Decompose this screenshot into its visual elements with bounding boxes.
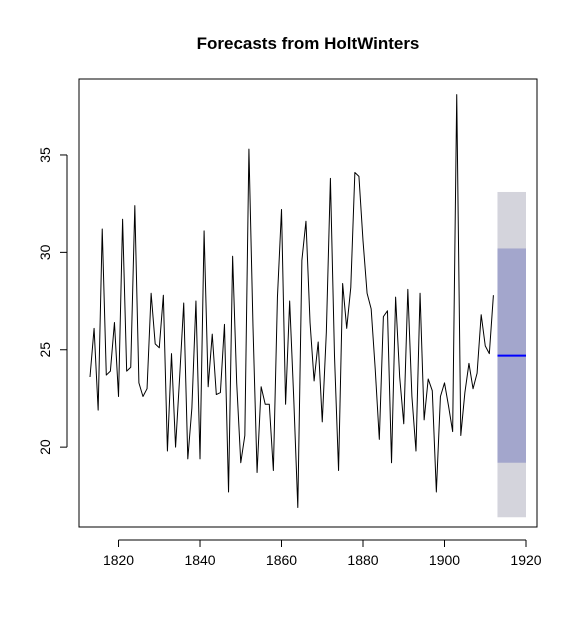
x-tick-label: 1920 — [510, 552, 541, 568]
y-tick-label: 35 — [37, 147, 53, 163]
series-layer — [89, 94, 526, 509]
x-tick-label: 1840 — [184, 552, 215, 568]
y-tick-label: 30 — [37, 244, 53, 260]
y-tick-label: 25 — [37, 342, 53, 358]
x-axis: 1820 1840 1860 1880 1900 1920 — [103, 539, 542, 568]
x-tick-label: 1820 — [103, 552, 134, 568]
chart-title: Forecasts from HoltWinters — [197, 34, 420, 53]
x-tick-label: 1860 — [266, 552, 297, 568]
y-tick-label: 20 — [37, 439, 53, 455]
y-axis: 20 25 30 35 — [37, 147, 68, 455]
observed-line — [89, 94, 494, 509]
plot-frame — [78, 78, 538, 528]
x-tick-label: 1900 — [429, 552, 460, 568]
x-tick-label: 1880 — [347, 552, 378, 568]
